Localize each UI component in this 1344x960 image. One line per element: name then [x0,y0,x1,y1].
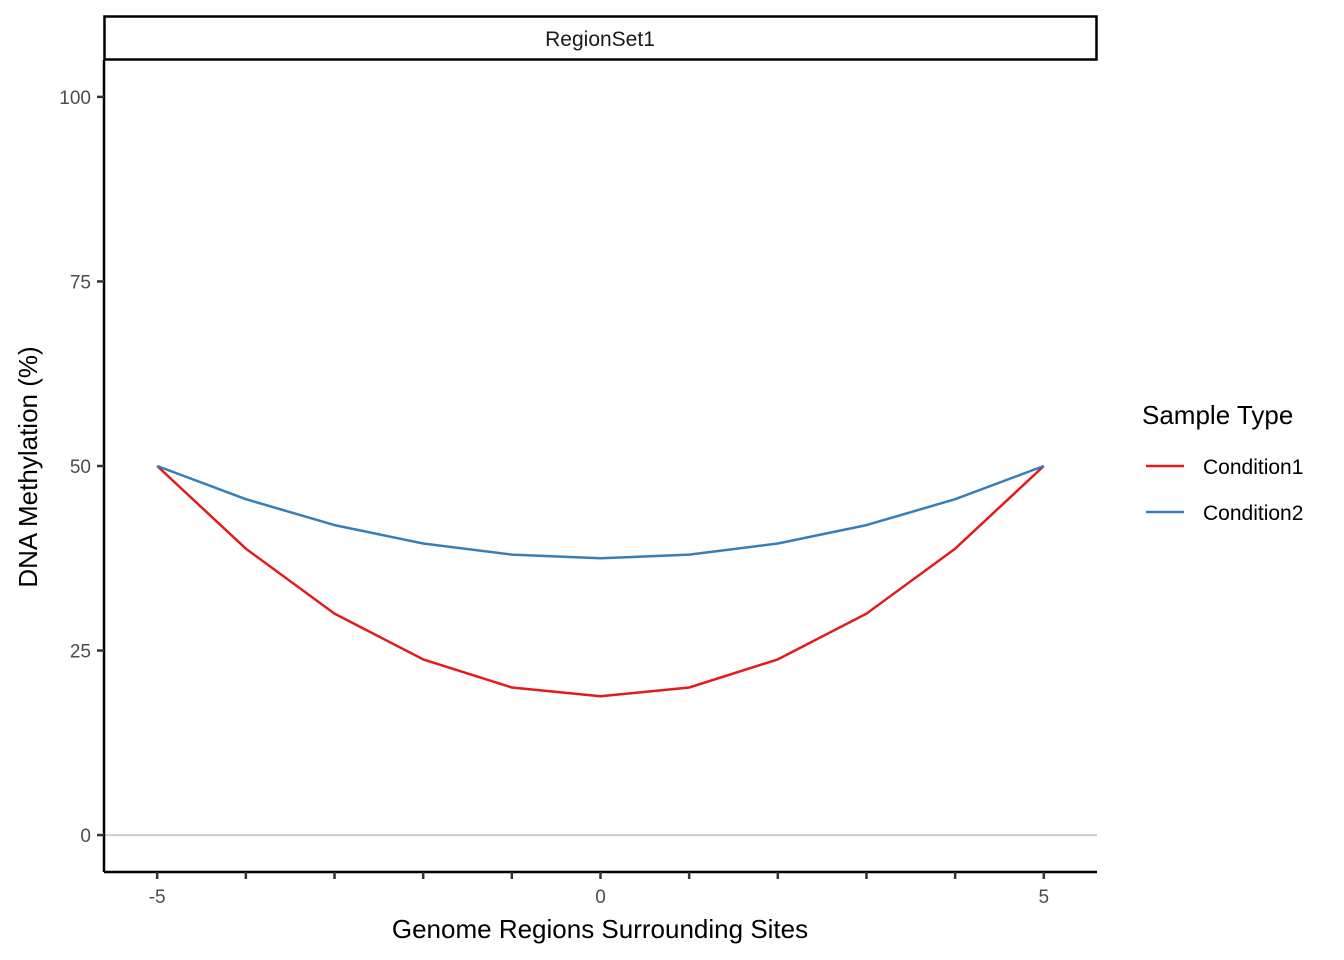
y-tick-label: 75 [70,272,91,293]
y-axis-title: DNA Methylation (%) [13,346,43,587]
y-tick-label: 100 [59,88,91,109]
x-tick-label: -5 [149,887,166,908]
y-tick-label: 50 [70,457,91,478]
y-tick-label: 0 [80,826,91,847]
legend: Sample Type Condition1 Condition2 [1142,400,1303,525]
x-axis-title: Genome Regions Surrounding Sites [392,914,808,944]
legend-label-condition2: Condition2 [1203,502,1303,525]
legend-title: Sample Type [1142,400,1293,430]
series-line-condition1 [156,465,1045,698]
y-tick-label: 25 [70,642,91,663]
x-tick-label: 0 [595,887,606,908]
legend-label-condition1: Condition1 [1203,456,1303,479]
x-tick-label: 5 [1039,887,1050,908]
y-axis-ticks: 0 25 50 75 100 [59,88,104,847]
x-axis-ticks: -5 0 5 [149,872,1049,908]
facet-strip [103,15,1098,61]
facet-strip-label: RegionSet1 [545,28,655,51]
series-line-condition2 [156,464,1045,560]
series-group [156,464,1045,698]
legend-items: Condition1 Condition2 [1146,456,1303,525]
